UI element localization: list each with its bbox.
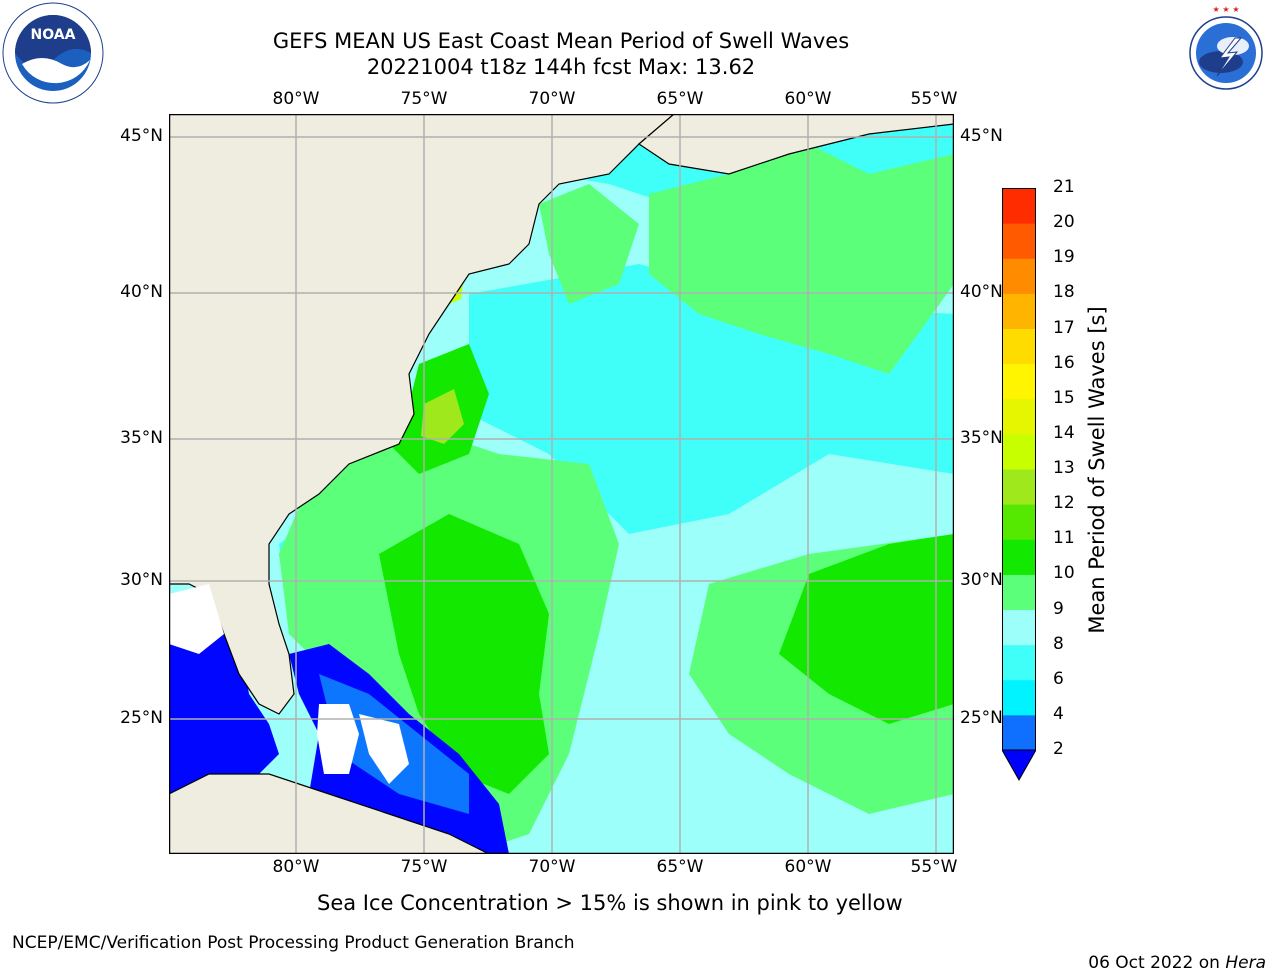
colorbar-band [1002, 469, 1036, 505]
colorbar-label: Mean Period of Swell Waves [s] [1085, 306, 1109, 634]
colorbar-tick-label: 17 [1053, 317, 1075, 338]
colorbar-band [1002, 223, 1036, 259]
lon-label-bottom-80w: 80°W [272, 857, 320, 877]
lat-label-left-25n: 25°N [120, 708, 163, 728]
colorbar-band [1002, 644, 1036, 681]
colorbar-tick-label: 4 [1053, 703, 1064, 724]
footer-date: 06 Oct 2022 on Hera [1077, 933, 1266, 973]
lon-label-top-70w: 70°W [528, 89, 576, 109]
colorbar-tick-label: 21 [1053, 177, 1075, 197]
colorbar-tick-label: 14 [1053, 422, 1075, 443]
colorbar-band [1002, 293, 1036, 329]
chart-subtitle: 20221004 t18z 144h fcst Max: 13.62 [366, 55, 756, 79]
lon-label-top-80w: 80°W [272, 89, 320, 109]
map-panel [168, 113, 955, 855]
colorbar-extend-triangle [1001, 749, 1037, 782]
colorbar-band [1002, 328, 1036, 365]
colorbar-tick-label: 13 [1053, 458, 1075, 478]
map-svg [168, 113, 955, 855]
lon-label-bottom-70w: 70°W [528, 857, 576, 877]
footer-date-text: 06 Oct 2022 on [1088, 953, 1226, 973]
colorbar-tick-label: 16 [1053, 352, 1075, 373]
lon-label-bottom-75w: 75°W [400, 857, 448, 877]
footer-credit: NCEP/EMC/Verification Post Processing Pr… [12, 933, 575, 953]
lat-label-right-45n: 45°N [960, 126, 1003, 146]
colorbar-band [1002, 258, 1036, 294]
noaa-logo: NOAA [2, 2, 104, 104]
colorbar-band [1002, 714, 1036, 751]
colorbar-band [1002, 539, 1036, 575]
colorbar-band [1002, 363, 1036, 400]
colorbar-tick-label: 18 [1053, 282, 1075, 303]
graticule [169, 114, 954, 854]
colorbar-tick-label: 6 [1053, 668, 1064, 689]
swell-region-lime-cape [421, 389, 464, 444]
lon-label-top-65w: 65°W [656, 89, 704, 109]
sea-ice-caption: Sea Ice Concentration > 15% is shown in … [317, 891, 903, 915]
chart-title: GEFS MEAN US East Coast Mean Period of S… [272, 29, 850, 53]
colorbar-tick-label: 8 [1053, 633, 1064, 654]
colorbar-band [1002, 188, 1036, 224]
swell-region-green-south [379, 514, 549, 794]
nws-logo: ★ ★ ★ [1175, 2, 1277, 104]
colorbar-band [1002, 609, 1036, 646]
lon-label-bottom-65w: 65°W [656, 857, 704, 877]
colorbar-tick-label: 19 [1053, 247, 1075, 268]
colorbar-outline [1002, 188, 1036, 751]
lat-label-right-25n: 25°N [960, 708, 1003, 728]
colorbar-band [1002, 504, 1036, 540]
colorbar-band [1002, 433, 1036, 470]
svg-text:★ ★ ★: ★ ★ ★ [1212, 5, 1239, 14]
swell-region-lightgreen-ne [649, 144, 954, 374]
colorbar-tick-label: 10 [1053, 563, 1075, 584]
lat-label-left-45n: 45°N [120, 126, 163, 146]
lat-label-right-35n: 35°N [960, 428, 1003, 448]
land-bahamas-white-west [169, 584, 224, 654]
map-border [168, 113, 955, 855]
colorbar-tick-label: 12 [1053, 493, 1075, 514]
colorbar-tick-label: 15 [1053, 387, 1075, 408]
lat-label-right-40n: 40°N [960, 282, 1003, 302]
land-bahamas-andros [317, 704, 359, 774]
lon-label-top-75w: 75°W [400, 89, 448, 109]
colorbar-band [1002, 574, 1036, 610]
lon-label-top-60w: 60°W [784, 89, 832, 109]
colorbar-tick-label: 2 [1053, 739, 1064, 759]
lat-label-left-35n: 35°N [120, 428, 163, 448]
land-bahamas-banks [359, 714, 409, 784]
footer-machine: Hera [1225, 953, 1266, 973]
lat-label-right-30n: 30°N [960, 570, 1003, 590]
noaa-logo-text: NOAA [31, 27, 76, 43]
colorbar-tick-label: 11 [1053, 528, 1075, 549]
lon-label-top-55w: 55°W [910, 89, 958, 109]
colorbar-band [1002, 679, 1036, 716]
colorbar-tick-label: 9 [1053, 598, 1064, 619]
colorbar-tick-label: 20 [1053, 212, 1075, 233]
lon-label-bottom-60w: 60°W [784, 857, 832, 877]
colorbar-band [1002, 398, 1036, 435]
lon-label-bottom-55w: 55°W [910, 857, 958, 877]
lat-label-left-40n: 40°N [120, 282, 163, 302]
colorbar [1001, 188, 1037, 784]
lat-label-left-30n: 30°N [120, 570, 163, 590]
swell-region-lightgreen-nw [539, 184, 639, 304]
